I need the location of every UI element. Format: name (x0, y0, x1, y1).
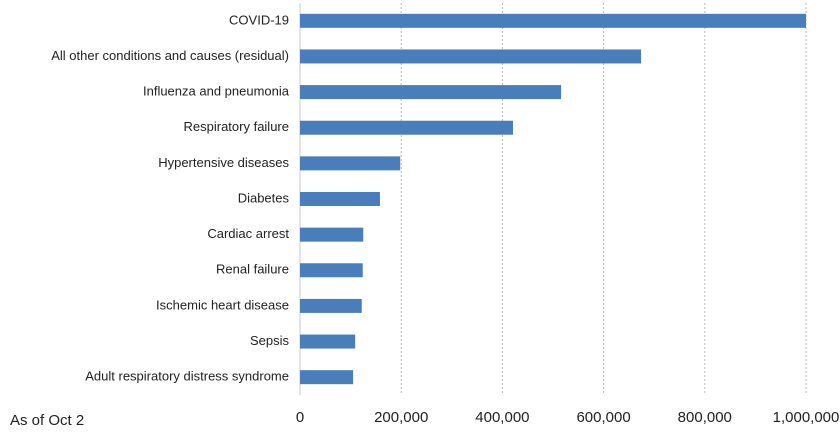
x-tick-label: 800,000 (678, 409, 732, 426)
y-tick-label: Renal failure (216, 262, 289, 277)
bar (300, 298, 362, 313)
x-tick-label: 600,000 (576, 409, 630, 426)
bar (300, 370, 354, 385)
bar (300, 334, 356, 349)
y-tick-label: COVID-19 (229, 12, 289, 27)
y-tick-label: Hypertensive diseases (158, 155, 289, 170)
x-tick-label: 0 (296, 409, 304, 426)
bar (300, 13, 806, 28)
y-tick-label: Adult respiratory distress syndrome (85, 369, 289, 384)
bar (300, 192, 380, 206)
x-tick-label: 200,000 (374, 409, 428, 426)
bar (300, 263, 363, 278)
x-tick-label: 400,000 (475, 409, 529, 426)
bar (300, 120, 514, 135)
y-tick-label: Cardiac arrest (207, 226, 289, 241)
bar (300, 85, 562, 100)
y-tick-label: Respiratory failure (184, 119, 290, 134)
bar (300, 227, 364, 242)
y-tick-label: Influenza and pneumonia (143, 84, 290, 99)
y-tick-label: Sepsis (250, 333, 290, 348)
annotation: As of Oct 2 (10, 412, 84, 429)
bar (300, 49, 642, 64)
x-tick-label: 1,000,000 (773, 409, 840, 426)
y-tick-label: Ischemic heart disease (156, 297, 289, 312)
y-tick-label: Diabetes (238, 190, 290, 205)
y-tick-label: All other conditions and causes (residua… (51, 48, 289, 63)
bar (300, 156, 401, 171)
